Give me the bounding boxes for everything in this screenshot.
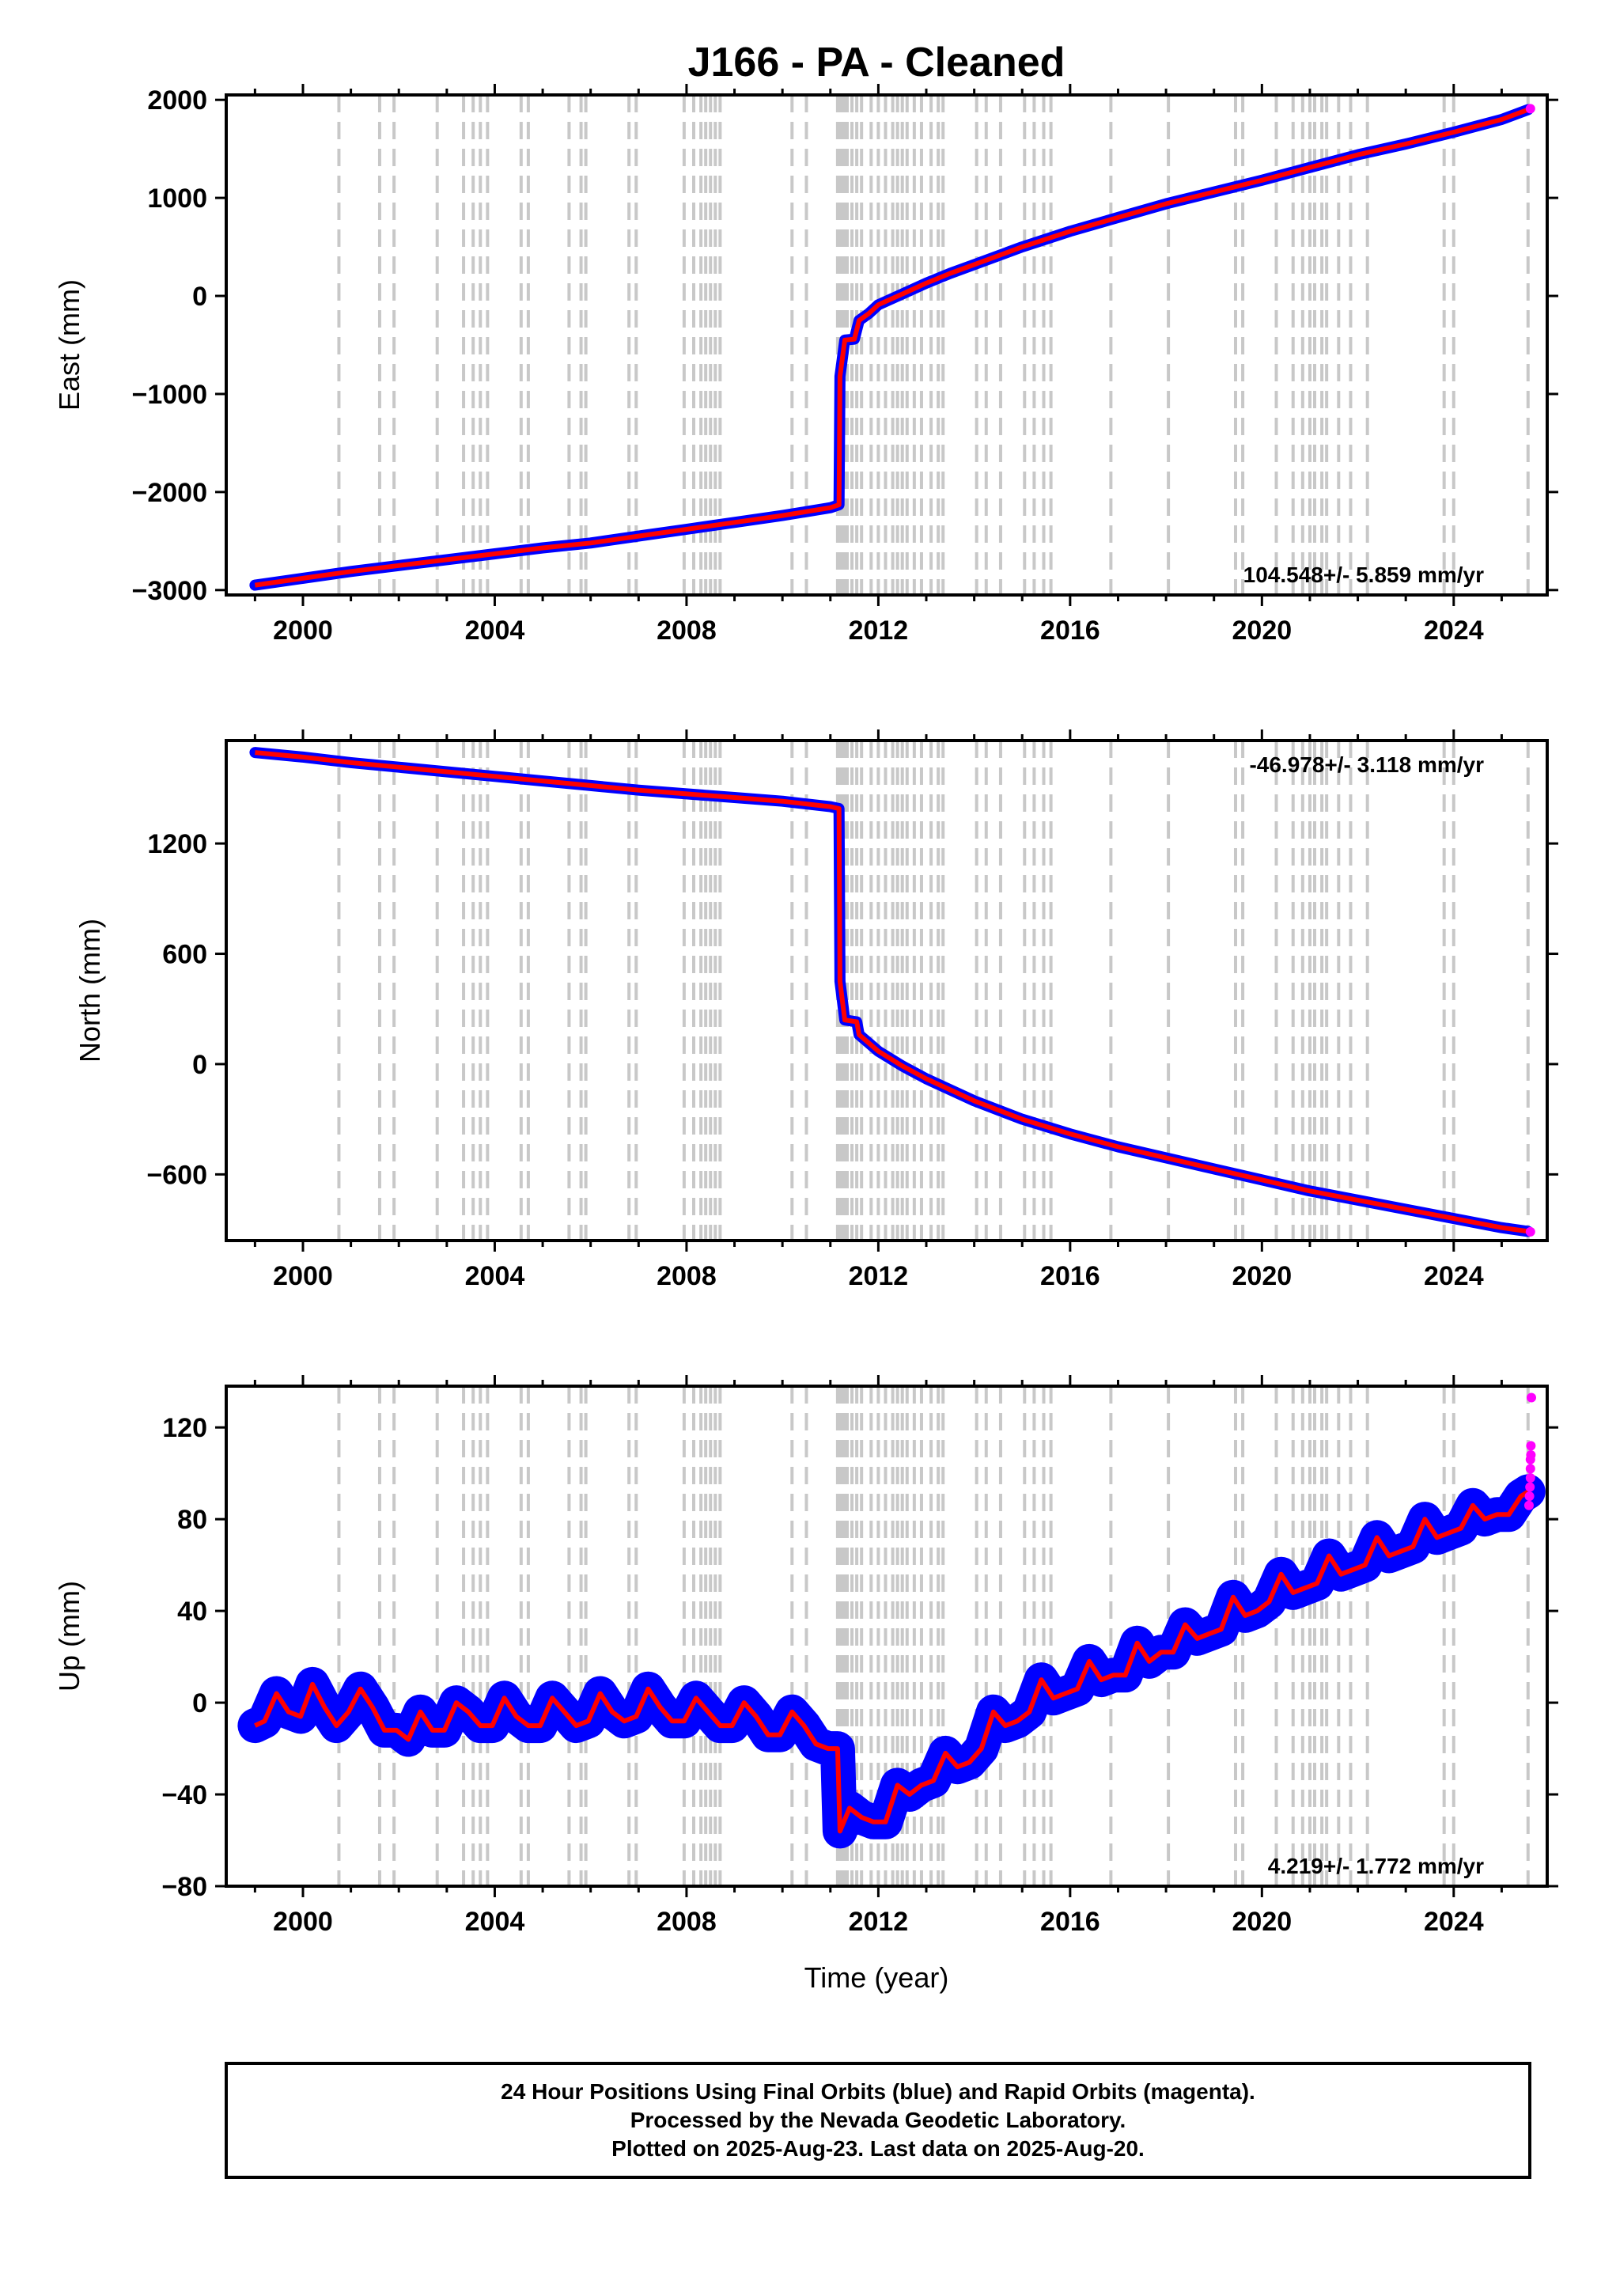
- east-plot-area: [249, 95, 1535, 595]
- figure-title: J166 - PA - Cleaned: [688, 40, 1065, 85]
- panel-east: 2000 2004 2008 2012 2016 2020 2024 −3000 −2000 −1…: [53, 84, 1558, 646]
- caption-box: 24 Hour Positions Using Final Orbits (bl…: [225, 2062, 1531, 2179]
- up-model-line: [254, 1489, 1530, 1834]
- north-xtick-label-2012: 2012: [849, 1261, 909, 1291]
- north-xtick-label-2000: 2000: [273, 1261, 333, 1291]
- up-rapid-point-8: [1526, 1392, 1536, 1403]
- up-rapid-point-0: [1523, 1500, 1534, 1510]
- up-rapid-point-2: [1525, 1482, 1535, 1492]
- north-plot-area: [249, 741, 1535, 1241]
- up-xtick-label-2008: 2008: [657, 1907, 717, 1937]
- up-xtick-label-2004: 2004: [465, 1907, 525, 1937]
- up-ytick-label-5: 120: [162, 1413, 207, 1443]
- caption-line-1: 24 Hour Positions Using Final Orbits (bl…: [501, 2079, 1255, 2104]
- up-rapid-point-3: [1525, 1472, 1535, 1483]
- north-y-axis-label: North (mm): [74, 919, 106, 1063]
- up-velocity-label: 4.219+/- 1.772 mm/yr: [1268, 1854, 1484, 1878]
- east-velocity-label: 104.548+/- 5.859 mm/yr: [1243, 563, 1484, 587]
- up-xtick-label-2016: 2016: [1040, 1907, 1100, 1937]
- north-rapid-point-0: [1525, 1226, 1535, 1237]
- east-model-line: [254, 107, 1529, 588]
- east-y-axis-label: East (mm): [53, 279, 85, 411]
- up-rapid-point-1: [1524, 1491, 1535, 1502]
- north-xtick-label-2004: 2004: [465, 1261, 525, 1291]
- north-ytick-label-3: 1200: [147, 829, 207, 859]
- north-frame: [225, 739, 1549, 1242]
- up-rapid-point-4: [1525, 1464, 1535, 1474]
- north-xtick-label-2008: 2008: [657, 1261, 717, 1291]
- east-xtick-label-2016: 2016: [1040, 616, 1100, 646]
- north-xtick-label-2016: 2016: [1040, 1261, 1100, 1291]
- east-ytick-label-5: 2000: [147, 85, 207, 116]
- up-rapid-point-7: [1526, 1441, 1536, 1451]
- up-rapid-point-6: [1526, 1449, 1536, 1460]
- up-xtick-label-2020: 2020: [1232, 1907, 1293, 1937]
- east-frame: [225, 93, 1549, 597]
- east-xtick-label-2008: 2008: [657, 616, 717, 646]
- panel-north: 2000 2004 2008 2012 2016 2020 2024 −600 0 600 1200…: [74, 729, 1558, 1291]
- up-ytick-label-0: −80: [161, 1872, 207, 1902]
- x-axis-label: Time (year): [804, 1961, 949, 1994]
- north-ytick-label-1: 0: [192, 1050, 207, 1080]
- up-ytick-label-1: −40: [161, 1780, 207, 1810]
- east-rapid-point-0: [1525, 104, 1535, 114]
- up-ytick-label-4: 80: [177, 1505, 207, 1535]
- up-xtick-label-2024: 2024: [1424, 1907, 1484, 1937]
- up-xtick-label-2012: 2012: [849, 1907, 909, 1937]
- caption-line-2: Processed by the Nevada Geodetic Laborat…: [630, 2108, 1126, 2132]
- caption-line-3: Plotted on 2025-Aug-23. Last data on 202…: [611, 2136, 1145, 2161]
- east-xtick-label-2020: 2020: [1232, 616, 1293, 646]
- up-plot-area: [237, 1386, 1546, 1886]
- up-frame: [225, 1385, 1549, 1888]
- east-ytick-label-4: 1000: [147, 184, 207, 214]
- east-xtick-label-2024: 2024: [1424, 616, 1484, 646]
- up-ytick-label-2: 0: [192, 1688, 207, 1718]
- north-ytick-label-0: −600: [146, 1160, 207, 1190]
- north-velocity-label: -46.978+/- 3.118 mm/yr: [1249, 752, 1484, 777]
- east-xtick-label-2012: 2012: [849, 616, 909, 646]
- up-ytick-label-3: 40: [177, 1597, 207, 1627]
- north-model-line: [255, 750, 1529, 1234]
- panel-up: 2000 2004 2008 2012 2016 2020 2024 −80 −40 0 40 80 1…: [53, 1375, 1558, 1937]
- east-ytick-label-2: −1000: [132, 380, 208, 410]
- up-y-axis-label: Up (mm): [53, 1581, 85, 1692]
- up-xtick-label-2000: 2000: [273, 1907, 333, 1937]
- east-ytick-label-0: −3000: [132, 576, 208, 606]
- east-ytick-label-1: −2000: [132, 478, 208, 508]
- north-ytick-label-2: 600: [162, 940, 207, 970]
- east-xtick-label-2000: 2000: [273, 616, 333, 646]
- east-xtick-label-2004: 2004: [465, 616, 525, 646]
- east-ytick-label-3: 0: [192, 282, 207, 312]
- north-xtick-label-2024: 2024: [1424, 1261, 1484, 1291]
- north-xtick-label-2020: 2020: [1232, 1261, 1293, 1291]
